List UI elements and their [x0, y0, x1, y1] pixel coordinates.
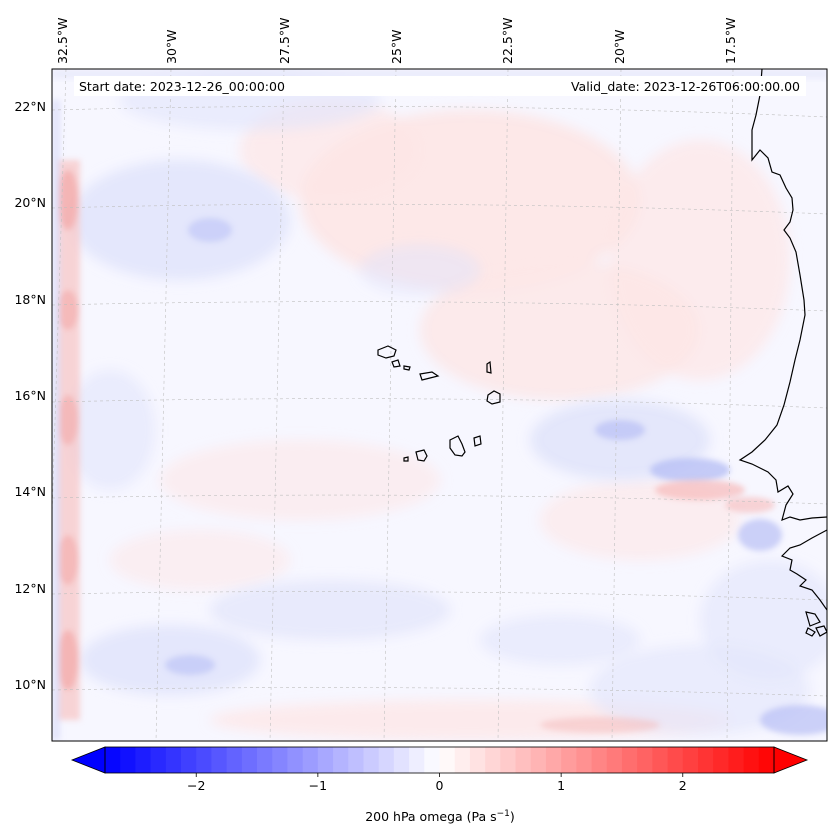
colorbar-cell [530, 747, 547, 773]
colorbar-cell [120, 747, 136, 773]
africa-coastline-south [780, 529, 827, 637]
colorbar-cell [545, 747, 562, 773]
colorbar-cell [485, 747, 501, 773]
longitude-labels: 32.5°W 30°W 27.5°W 25°W 22.5°W 20°W 17.5… [55, 18, 738, 64]
lat-label: 20°N [14, 195, 46, 210]
graticule [52, 69, 827, 741]
colorbar-tick-label: 2 [679, 778, 687, 793]
colorbar-cell [454, 747, 471, 773]
colorbar-cell [211, 747, 228, 773]
colorbar-tick-label: 0 [436, 778, 444, 793]
colorbar-cell [667, 747, 684, 773]
colorbar-cell [606, 747, 623, 773]
colorbar-cell [135, 747, 152, 773]
lon-label: 25°W [389, 29, 404, 64]
lat-label: 16°N [14, 388, 46, 403]
colorbar-cell [500, 747, 517, 773]
colorbar-cell [196, 747, 213, 773]
colorbar-cell [637, 747, 653, 773]
colorbar-cell [150, 747, 167, 773]
colorbar-cell [713, 747, 729, 773]
cape-verde-islands [377, 345, 501, 462]
colorbar-cell [621, 747, 638, 773]
africa-coastline [738, 69, 827, 521]
colorbar-label: 200 hPa omega (Pa s−1) [365, 809, 515, 824]
colorbar-cell [317, 747, 334, 773]
lon-label: 17.5°W [723, 18, 738, 64]
colorbar-cell [302, 747, 319, 773]
colorbar: −2 −1 0 1 2 200 hPa omega (Pa s−1) [70, 746, 809, 824]
colorbar-cell [561, 747, 577, 773]
lat-label: 22°N [14, 99, 46, 114]
colorbar-extend-left [70, 746, 106, 774]
valid-date-label: Valid_date: 2023-12-26T06:00:00.00 [571, 79, 800, 94]
colorbar-cell [515, 747, 532, 773]
colorbar-cell [439, 747, 456, 773]
colorbar-cell [652, 747, 669, 773]
lat-label: 10°N [14, 677, 46, 692]
header-bar [74, 76, 806, 96]
colorbar-cell [576, 747, 593, 773]
colorbar-cell [226, 747, 243, 773]
colorbar-cell [257, 747, 273, 773]
start-date-label: Start date: 2023-12-26_00:00:00 [79, 79, 285, 94]
lon-label: 30°W [164, 29, 179, 64]
colorbar-tick-label: −1 [309, 778, 327, 793]
colorbar-cell [348, 747, 365, 773]
colorbar-cells [105, 747, 775, 773]
colorbar-cell [697, 747, 714, 773]
colorbar-cell [272, 747, 289, 773]
lat-label: 18°N [14, 292, 46, 307]
map-panel: Start date: 2023-12-26_00:00:00 Valid_da… [51, 68, 828, 742]
map-frame [51, 68, 828, 742]
colorbar-cell [409, 747, 425, 773]
colorbar-cell [758, 747, 775, 773]
colorbar-cell [333, 747, 349, 773]
colorbar-cell [378, 747, 395, 773]
lon-label: 27.5°W [277, 18, 292, 64]
colorbar-extend-right [773, 746, 809, 774]
colorbar-cell [363, 747, 380, 773]
colorbar-cell [743, 747, 760, 773]
colorbar-cell [105, 747, 121, 773]
colorbar-tick-label: −2 [187, 778, 205, 793]
lon-label: 20°W [612, 29, 627, 64]
colorbar-cell [287, 747, 304, 773]
colorbar-tick-label: 1 [557, 778, 565, 793]
colorbar-ticks: −2 −1 0 1 2 [187, 773, 687, 793]
colorbar-cell [165, 747, 182, 773]
lat-label: 12°N [14, 581, 46, 596]
colorbar-cell [682, 747, 699, 773]
latitude-labels: 22°N 20°N 18°N 16°N 14°N 12°N 10°N [14, 99, 46, 692]
colorbar-cell [424, 747, 441, 773]
lon-label: 32.5°W [55, 18, 70, 64]
lat-label: 14°N [14, 484, 46, 499]
colorbar-cell [728, 747, 745, 773]
colorbar-cell [241, 747, 258, 773]
colorbar-cell [591, 747, 608, 773]
colorbar-cell [393, 747, 410, 773]
colorbar-cell [469, 747, 486, 773]
omega-field [52, 69, 827, 740]
colorbar-cell [181, 747, 197, 773]
lon-label: 22.5°W [500, 18, 515, 64]
